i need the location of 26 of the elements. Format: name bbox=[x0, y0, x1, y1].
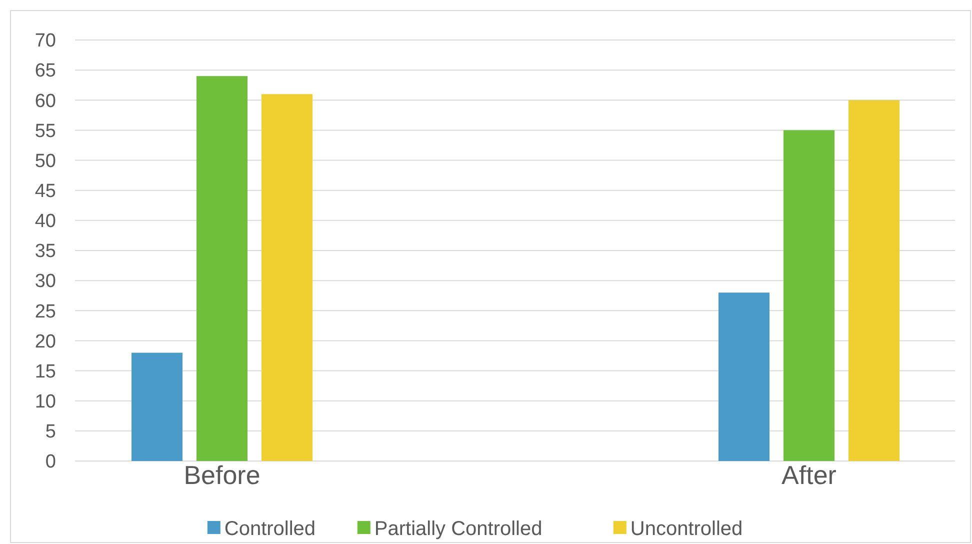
bar bbox=[132, 352, 182, 461]
y-tick-label: 35 bbox=[34, 241, 56, 262]
y-tick-label: 45 bbox=[34, 181, 56, 202]
y-tick-label: 25 bbox=[34, 301, 56, 322]
bar bbox=[262, 94, 312, 461]
y-tick-label: 0 bbox=[45, 452, 56, 473]
y-tick-label: 70 bbox=[34, 30, 56, 52]
legend-label: Uncontrolled bbox=[630, 518, 743, 540]
bar bbox=[784, 130, 834, 461]
y-tick-label: 30 bbox=[34, 271, 56, 292]
y-tick-label: 65 bbox=[34, 60, 56, 82]
y-tick-label: 15 bbox=[34, 361, 56, 382]
bar bbox=[718, 292, 770, 461]
y-tick-label: 10 bbox=[34, 392, 56, 413]
x-tick-label: Before bbox=[184, 460, 260, 490]
x-tick-label: After bbox=[782, 460, 837, 490]
y-tick-label: 40 bbox=[34, 211, 56, 232]
y-tick-label: 5 bbox=[45, 422, 56, 443]
legend-label: Partially Controlled bbox=[374, 518, 542, 540]
y-tick-label: 55 bbox=[34, 120, 56, 142]
bar bbox=[196, 76, 248, 461]
y-tick-label: 60 bbox=[34, 90, 56, 112]
y-tick-label: 50 bbox=[34, 150, 56, 172]
y-tick-label: 20 bbox=[34, 331, 56, 352]
bar bbox=[848, 100, 900, 461]
legend-label: Controlled bbox=[224, 518, 316, 540]
